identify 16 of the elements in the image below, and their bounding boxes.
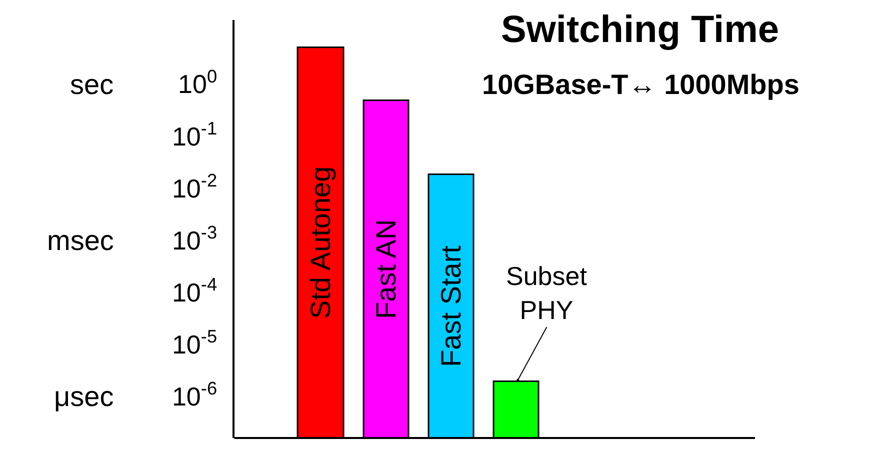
x-tick-label: Std Autoneg	[305, 166, 336, 319]
x-tick-label: Fast AN	[370, 219, 402, 319]
x-tick-label: Subset PHY	[506, 261, 588, 325]
y-tick-label: 10$^{-4}$	[172, 274, 218, 308]
y-tick-label: 10$^{-1}$	[172, 118, 218, 152]
y-tick-label: 10$^{0}$	[178, 66, 218, 100]
y-tick-label: 10$^{-5}$	[172, 326, 218, 360]
y-tick-label: 10$^{-3}$	[172, 222, 218, 256]
text: msec	[47, 225, 114, 256]
text: 10GBase-T↔ 1000Mbps	[482, 69, 800, 100]
text: Switching Time	[501, 9, 780, 51]
x-tick-label: Fast Start	[436, 245, 467, 367]
y-tick-label: 10$^{-2}$	[172, 170, 218, 204]
y-tick-label: 10$^{-6}$	[172, 378, 218, 412]
text: sec	[70, 69, 114, 100]
text: μsec	[54, 381, 114, 412]
